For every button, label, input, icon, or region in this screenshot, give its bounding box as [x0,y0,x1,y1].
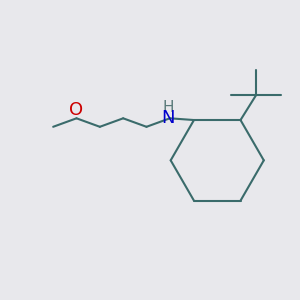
Text: N: N [161,109,175,127]
Text: H: H [162,100,174,116]
Text: O: O [69,101,84,119]
